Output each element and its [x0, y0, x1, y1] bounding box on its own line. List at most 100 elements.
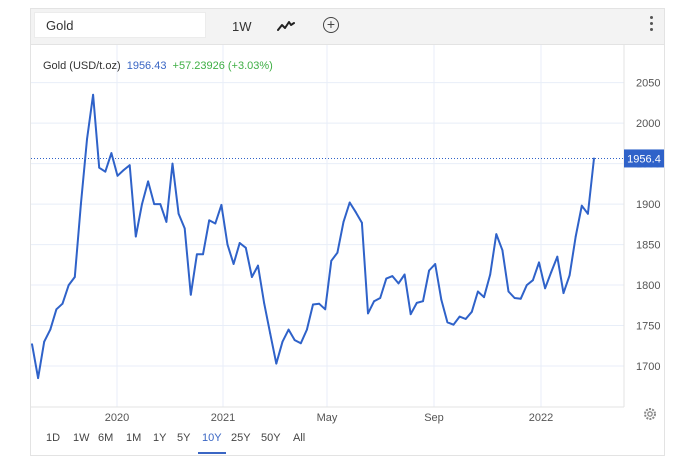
data-point	[189, 293, 192, 296]
data-point	[562, 292, 565, 294]
data-point	[489, 273, 492, 276]
data-point	[299, 342, 302, 345]
data-point	[452, 323, 455, 326]
data-point	[580, 204, 583, 207]
data-point	[434, 263, 437, 265]
kebab-menu-icon[interactable]	[649, 16, 655, 34]
data-point	[147, 180, 149, 183]
data-point	[519, 297, 522, 300]
range-all[interactable]: All	[293, 432, 306, 444]
last-price-tag	[624, 149, 664, 168]
range-1w[interactable]: 1W	[73, 432, 90, 444]
price-chart[interactable]: 1700175018001850190019502000205020202021…	[31, 9, 664, 455]
data-point	[306, 328, 308, 331]
data-point	[220, 204, 223, 206]
range-50y[interactable]: 50Y	[261, 432, 281, 444]
x-tick-label: 2021	[211, 412, 235, 424]
y-tick-label: 1700	[636, 361, 660, 373]
data-point	[422, 300, 424, 303]
data-point	[73, 276, 76, 278]
data-point	[171, 162, 174, 165]
x-tick-label: 2022	[529, 412, 553, 424]
x-tick-label: 2020	[105, 412, 129, 424]
y-tick-label: 2050	[636, 78, 660, 90]
data-point	[214, 222, 217, 225]
data-point	[397, 282, 400, 285]
data-point	[348, 201, 351, 204]
data-point	[141, 203, 143, 206]
data-point	[458, 315, 461, 318]
data-point	[128, 164, 131, 167]
data-point	[263, 302, 265, 304]
range-1y[interactable]: 1Y	[153, 432, 167, 444]
range-1d[interactable]: 1D	[46, 432, 61, 444]
data-point	[593, 157, 595, 160]
data-point	[403, 273, 406, 276]
data-point	[257, 264, 259, 267]
data-point	[116, 174, 119, 177]
data-point	[415, 302, 418, 304]
data-point	[208, 219, 211, 222]
compare-add-icon[interactable]: +	[323, 17, 339, 33]
data-point	[379, 297, 382, 299]
data-point	[226, 243, 229, 246]
chart-widget: Gold 1W + 170017501800185019001950200020…	[30, 8, 665, 456]
data-point	[470, 310, 473, 313]
legend-symbol-name: Gold (USD/t.oz)	[43, 60, 121, 72]
range-25y[interactable]: 25Y	[231, 432, 251, 444]
data-point	[275, 362, 278, 365]
gear-icon[interactable]	[643, 407, 657, 421]
legend-price: 1956.43	[126, 60, 167, 72]
chart-legend: Gold (USD/t.oz) 1956.43 +57.23926 (+3.03…	[43, 60, 273, 72]
range-10y[interactable]: 10Y	[202, 432, 222, 444]
data-point	[446, 321, 449, 324]
range-5y[interactable]: 5Y	[177, 432, 191, 444]
data-point	[287, 328, 290, 331]
data-point	[110, 152, 113, 155]
data-point	[251, 276, 253, 278]
data-point	[86, 138, 88, 141]
data-point	[67, 284, 70, 286]
chart-toolbar: Gold 1W +	[31, 9, 664, 45]
data-point	[49, 328, 52, 331]
data-point	[544, 287, 546, 290]
data-point	[513, 297, 516, 299]
data-point	[342, 221, 345, 223]
range-6m[interactable]: 6M	[98, 432, 114, 444]
data-point	[269, 332, 272, 335]
interval-selector[interactable]: 1W	[232, 19, 252, 34]
data-point	[134, 235, 137, 238]
data-point	[330, 259, 333, 262]
data-point	[202, 253, 204, 256]
line-chart-icon[interactable]	[277, 19, 295, 33]
active-range-underline	[198, 452, 226, 454]
data-point	[244, 246, 247, 249]
data-point	[196, 253, 198, 256]
data-point	[80, 203, 82, 206]
data-point	[92, 93, 94, 96]
symbol-search-input[interactable]: Gold	[34, 12, 206, 38]
data-point	[495, 233, 498, 236]
data-point	[354, 211, 357, 214]
data-point	[153, 203, 156, 206]
data-point	[367, 312, 369, 315]
data-point	[37, 377, 39, 379]
data-point	[104, 170, 107, 173]
data-point	[391, 275, 394, 277]
range-1m[interactable]: 1M	[126, 432, 142, 444]
data-point	[440, 298, 443, 301]
data-point	[373, 300, 375, 303]
data-point	[483, 296, 485, 299]
y-tick-label: 1800	[636, 280, 660, 292]
data-point	[165, 221, 168, 223]
data-point	[574, 235, 577, 238]
data-point	[232, 263, 235, 265]
data-point	[532, 279, 534, 282]
data-point	[507, 290, 510, 293]
data-point	[385, 277, 388, 280]
data-point	[98, 166, 101, 169]
data-point	[409, 313, 412, 316]
data-point	[177, 212, 180, 215]
x-tick-label: May	[317, 412, 338, 424]
data-point	[525, 284, 528, 286]
